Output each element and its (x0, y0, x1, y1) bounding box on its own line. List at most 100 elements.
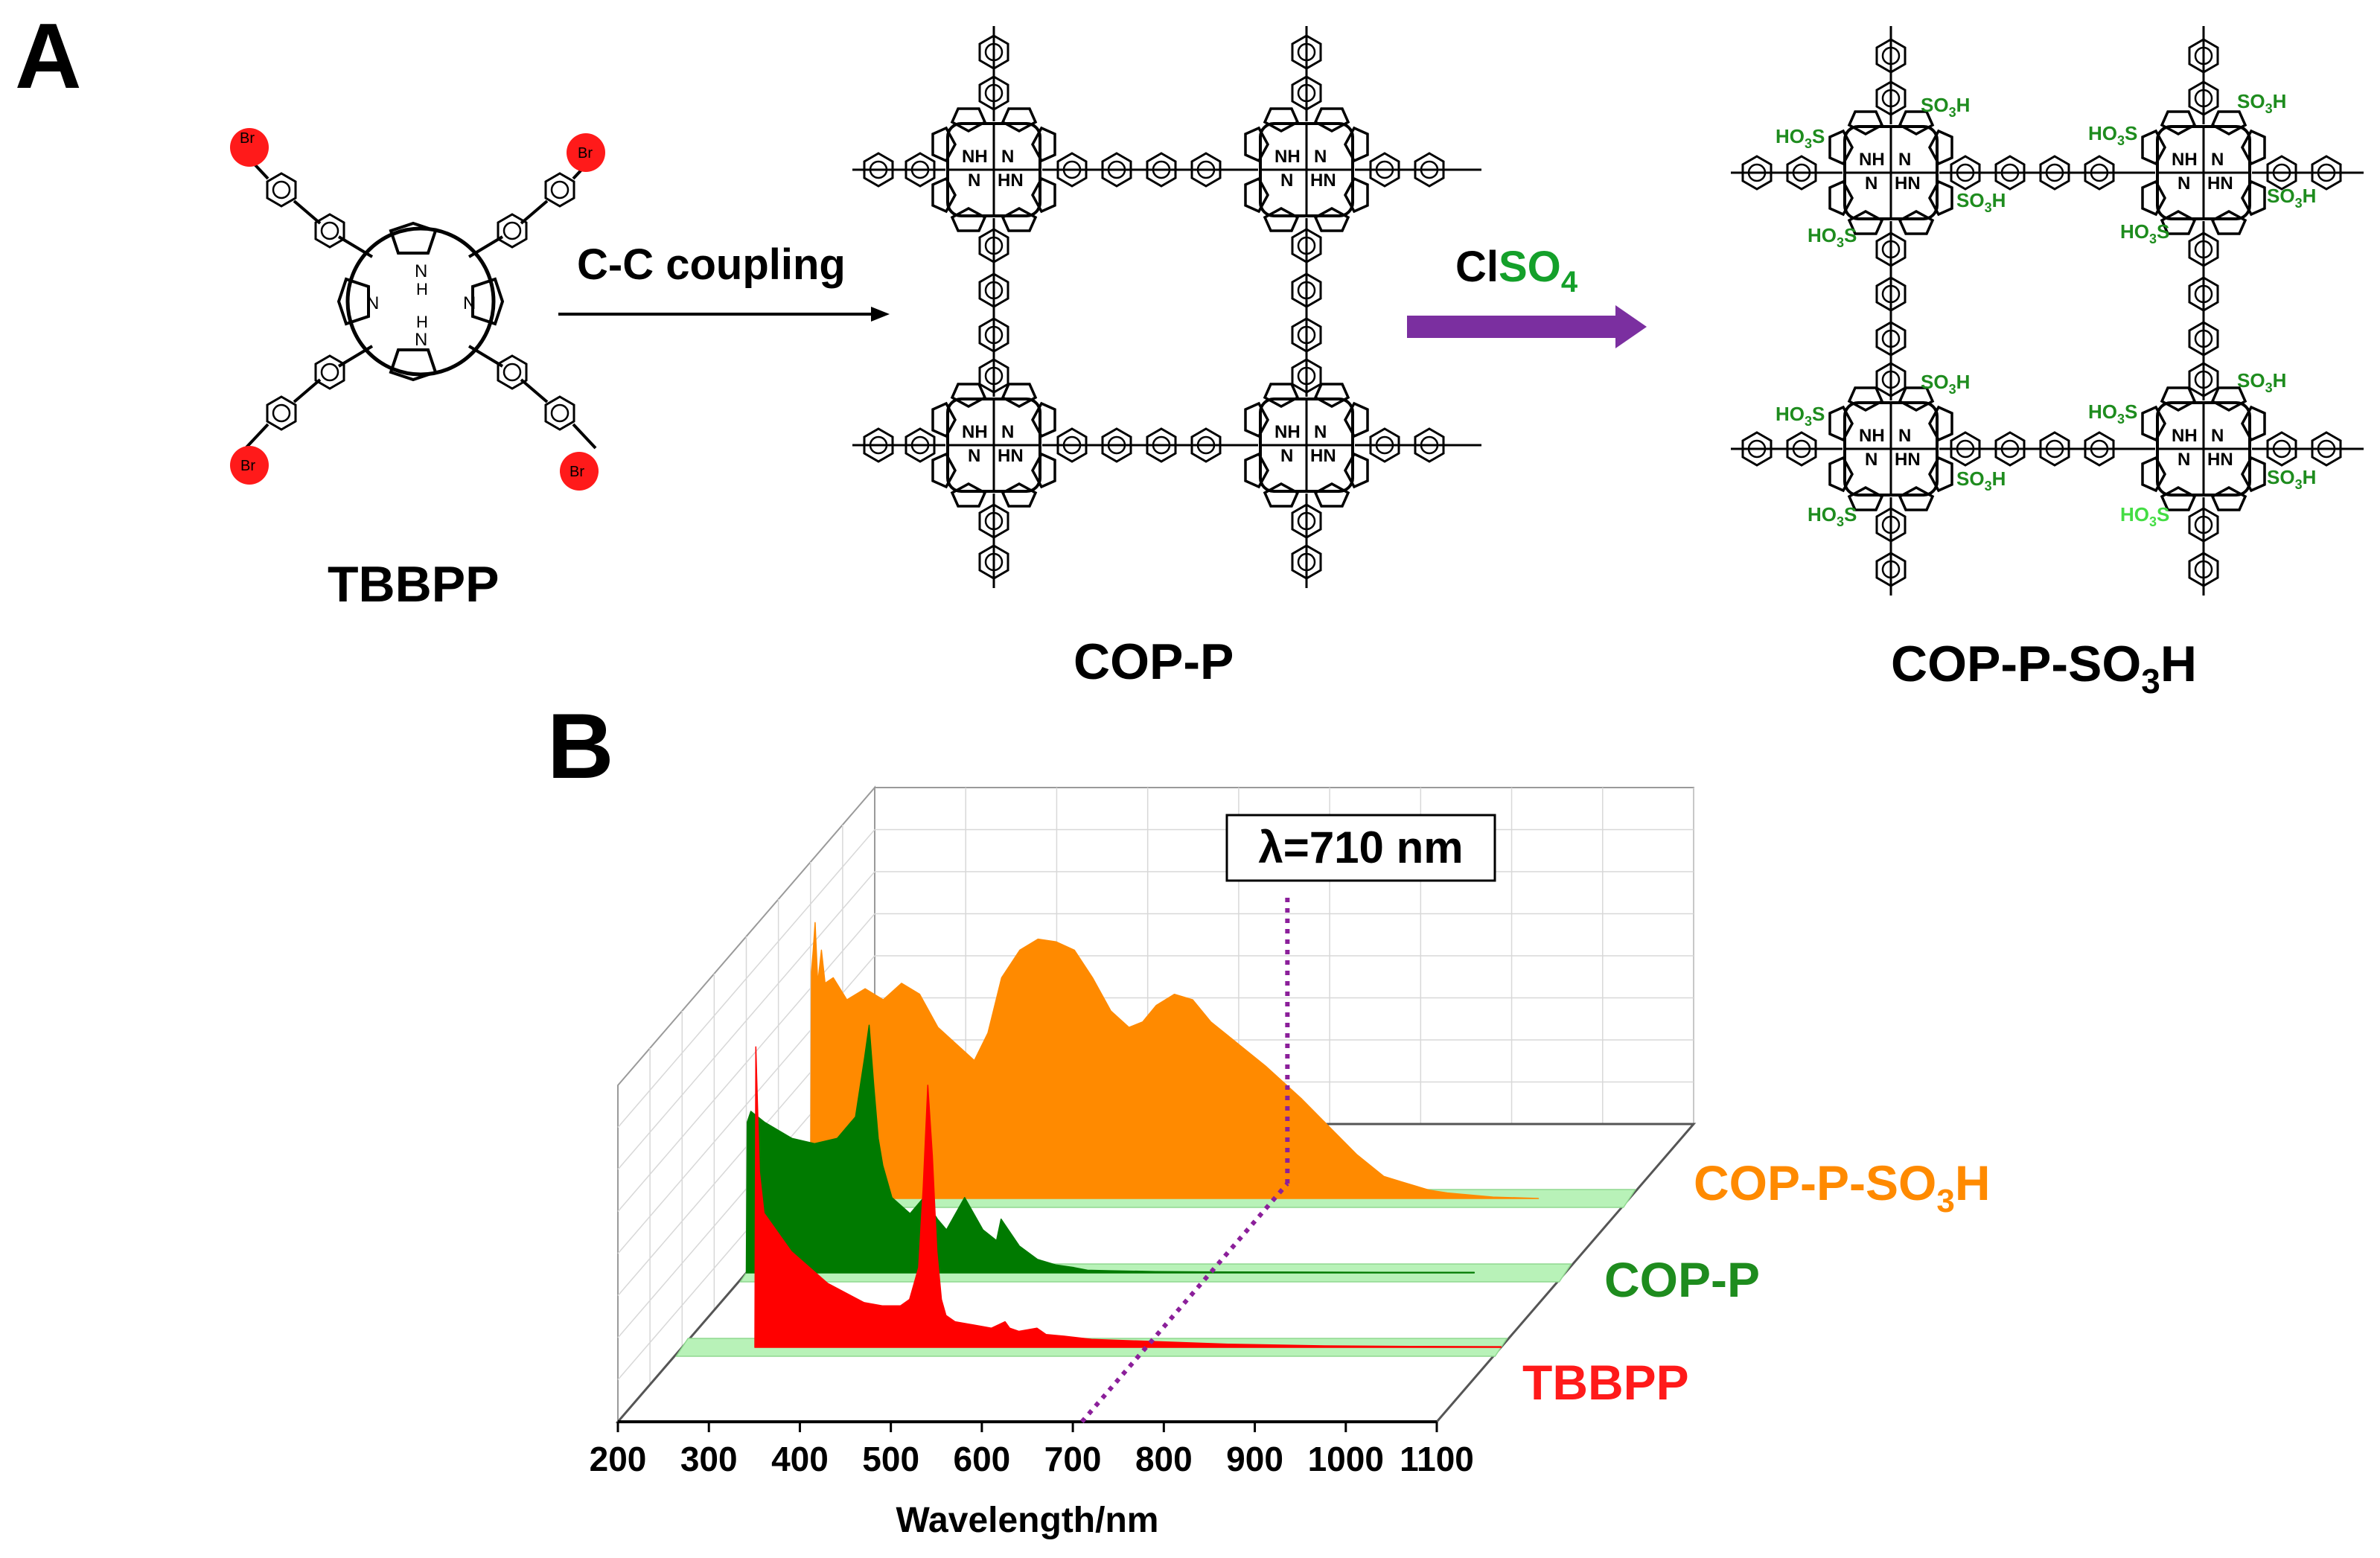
cop-p-porphyrin-cores (931, 107, 1369, 508)
panel-b-letter: B (547, 695, 614, 798)
sulfonation-arrow (1407, 305, 1647, 348)
bromine-atom (560, 452, 599, 491)
tbbpp-h-bottom: H (416, 313, 428, 331)
ho3s-group: HO3S (2088, 400, 2137, 427)
n-label: N (1898, 426, 1911, 446)
tbbpp-h-top: H (416, 280, 428, 298)
nh-label: NH (1274, 422, 1301, 442)
sulfonic-groups: SO3H HO3S SO3H HO3S SO3H HO3S SO3H HO3S … (1776, 90, 2316, 529)
legend-cop-p-so3h: COP-P-SO3H (1694, 1155, 1991, 1219)
x-tick-label: 800 (1135, 1440, 1193, 1478)
hn-label: HN (1310, 170, 1336, 191)
so3h-group: SO3H (2267, 185, 2316, 211)
ho3s-group: HO3S (2088, 122, 2137, 148)
wavelength-marker (1080, 893, 1290, 1423)
so3h-group: SO3H (1956, 189, 2006, 215)
hn-label: HN (998, 170, 1024, 191)
coupling-label: C-C coupling (577, 240, 846, 289)
n-label: N (1314, 147, 1327, 167)
n-label: N (2178, 173, 2190, 194)
series-area (810, 922, 1540, 1199)
reagent-label: ClSO4 (1455, 243, 1578, 298)
cop-p-phenylene-links (863, 34, 1445, 580)
bromine-atoms: Br Br Br Br (230, 128, 605, 491)
bromine-label: Br (240, 458, 255, 474)
hn-label: HN (1895, 173, 1921, 194)
panel-b: B 200 300 400 500 600 700 800 900 1000 1100 Wavel… (547, 695, 1991, 1540)
n-label: N (1314, 422, 1327, 442)
series-tbbpp (674, 1046, 1508, 1357)
n-label: N (2211, 150, 2224, 170)
panel-a-letter: A (15, 5, 82, 108)
bromine-label: Br (570, 464, 584, 480)
tbbpp-label: TBBPP (328, 556, 499, 613)
legend-tbbpp: TBBPP (1522, 1355, 1689, 1410)
tbbpp-nh-bottom: N (415, 330, 427, 350)
hn-label: HN (2207, 450, 2233, 470)
cop-p-network: NH N N HN NH N N HN NH N N HN NH N N HN … (852, 26, 1481, 690)
bromine-atom (230, 128, 269, 167)
x-tick-label: 1000 (1308, 1440, 1384, 1478)
n-label: N (1001, 147, 1014, 167)
ho3s-group: HO3S (1808, 224, 1857, 250)
ho3s-group: HO3S (1808, 503, 1857, 529)
n-label: N (1280, 446, 1293, 466)
n-label: N (1865, 173, 1877, 194)
so3h-group: SO3H (1956, 467, 2006, 494)
hn-label: HN (2207, 173, 2233, 194)
x-axis: 200 300 400 500 600 700 800 900 1000 1100 Wavelen… (590, 1420, 1474, 1540)
x-tick-label: 200 (590, 1440, 647, 1478)
cop-p-label: COP-P (1073, 633, 1234, 690)
x-ticks: 200 300 400 500 600 700 800 900 1000 1100 (590, 1422, 1474, 1478)
n-label: N (2211, 426, 2224, 446)
series-cop-p-so3h (803, 922, 1637, 1208)
so3h-group: SO3H (2237, 90, 2286, 116)
ho3s-group: HO3S (2120, 220, 2169, 246)
series-area (754, 1046, 1502, 1348)
tbbpp-n-right: N (463, 293, 476, 313)
so3h-porphyrin-cores (1828, 110, 2266, 511)
hn-label: HN (998, 446, 1024, 466)
nh-label: NH (962, 422, 988, 442)
cop-p-nh-labels: NH N N HN NH N N HN NH N N HN NH N N HN (962, 147, 1336, 466)
nh-label: NH (2172, 426, 2198, 446)
x-tick-label: 300 (680, 1440, 738, 1478)
n-label: N (968, 170, 980, 191)
coupling-arrow (558, 307, 890, 322)
bromine-label: Br (240, 130, 255, 147)
reagent-prefix: Cl (1455, 243, 1499, 291)
wavelength-annotation: λ=710 nm (1258, 823, 1463, 872)
marker-line-diagonal (1080, 1182, 1289, 1423)
n-label: N (1280, 170, 1293, 191)
so3h-group: SO3H (2267, 466, 2316, 492)
bromine-atom (567, 133, 605, 172)
wavelength-annotation-box: λ=710 nm (1225, 814, 1496, 882)
tbbpp-arms (244, 153, 597, 450)
panel-a: A N H N H N N (15, 5, 2364, 700)
cop-p-so3h-label: COP-P-SO3H (1891, 636, 2197, 700)
nh-label: NH (1274, 147, 1301, 167)
tbbpp-structure: N H N H N N (230, 128, 605, 613)
n-label: N (968, 446, 980, 466)
reagent-group: SO (1499, 243, 1561, 291)
nh-label: NH (1859, 150, 1885, 170)
x-axis-label: Wavelength/nm (896, 1501, 1159, 1540)
tbbpp-nh-top: N (415, 261, 427, 281)
ho3s-group: HO3S (1776, 125, 1825, 151)
so3h-group: SO3H (1921, 94, 1970, 120)
x-tick-label: 700 (1044, 1440, 1102, 1478)
n-label: N (1898, 150, 1911, 170)
bromine-label: Br (578, 145, 593, 162)
hn-label: HN (1310, 446, 1336, 466)
n-label: N (1001, 422, 1014, 442)
x-tick-label: 1100 (1400, 1440, 1474, 1478)
tbbpp-porphyrin-core: N H N H N N (336, 221, 505, 382)
legend-cop-p: COP-P (1604, 1252, 1760, 1307)
n-label: N (2178, 450, 2190, 470)
x-tick-label: 400 (771, 1440, 829, 1478)
ho3s-group: HO3S (1776, 403, 1825, 429)
nh-label: NH (1859, 426, 1885, 446)
x-tick-label: 500 (862, 1440, 919, 1478)
cop-p-so3h-network: NH N N HN NH N N HN NH N N HN NH N N HN … (1731, 26, 2364, 700)
